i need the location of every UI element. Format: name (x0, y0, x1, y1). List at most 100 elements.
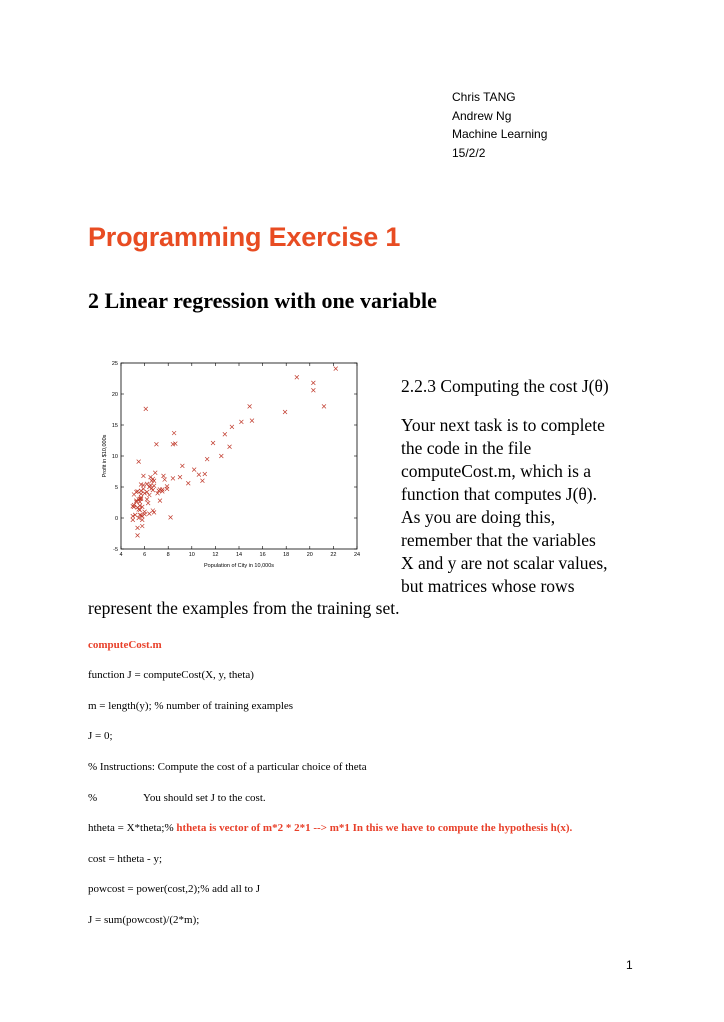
code-line: You should set J to the cost. (143, 792, 266, 804)
data-point (222, 432, 228, 437)
course-name: Machine Learning (452, 127, 548, 141)
y-axis-ticks: -5 0 5 10 15 20 25 (112, 361, 357, 553)
data-point (130, 503, 136, 509)
data-point (155, 490, 160, 496)
data-point (196, 472, 202, 477)
x-axis-ticks: 4 6 8 10 12 14 16 18 20 22 24 (119, 363, 360, 558)
code-line: function J = computeCost(X, y, theta) (88, 669, 254, 681)
plot-area (120, 362, 358, 550)
code-comment-marker: % (88, 792, 98, 804)
paragraph-line: computeCost.m, which is a (401, 461, 592, 481)
data-point (333, 366, 339, 371)
data-point (321, 404, 327, 409)
y-tick-label: 10 (112, 454, 118, 460)
data-point (249, 418, 255, 423)
code-line: J = sum(powcost)/(2*m); (88, 914, 200, 926)
paragraph-line: but matrices whose rows (401, 576, 575, 596)
document-date: 15/2/2 (452, 145, 486, 160)
data-point (202, 471, 208, 477)
y-tick-label: -5 (113, 547, 118, 553)
paragraph-line: X and y are not scalar values, (401, 553, 608, 573)
data-point (141, 486, 146, 492)
data-point (171, 430, 177, 436)
data-point (210, 440, 216, 446)
x-axis-label: Population of City in 10,000s (204, 563, 274, 569)
code-line: powcost = power(cost,2);% add all to J (88, 883, 261, 895)
data-point (311, 388, 316, 393)
data-point (139, 513, 145, 519)
data-point (200, 478, 205, 484)
data-point (152, 470, 158, 475)
data-point (151, 478, 157, 484)
data-point (229, 424, 235, 430)
x-tick-label: 24 (354, 552, 360, 558)
x-tick-label: 12 (212, 552, 218, 558)
data-point (150, 508, 156, 513)
code-annotation: htheta is vector of m*2 * 2*1 --> m*1 In… (176, 822, 573, 834)
data-point (136, 459, 141, 464)
data-point (134, 498, 139, 503)
code-text: htheta = X*theta;% (88, 822, 177, 834)
data-point (135, 505, 140, 510)
data-point (135, 489, 140, 494)
paragraph-continuation: represent the examples from the training… (88, 598, 400, 618)
data-point (282, 409, 288, 415)
data-point (139, 523, 145, 529)
data-point (164, 484, 170, 489)
data-point (145, 500, 151, 506)
subsection-heading: 2.2.3 Computing the cost J(θ) (401, 376, 609, 396)
data-point (147, 492, 152, 498)
scatter-plot-figure: -5 0 5 10 15 20 25 4 6 8 10 12 14 16 18 20 22 24 Populat… (96, 356, 366, 574)
data-point (130, 517, 136, 523)
data-point (134, 499, 139, 505)
data-point (168, 515, 173, 520)
data-point (161, 473, 166, 479)
y-tick-label: 20 (112, 392, 118, 398)
x-tick-label: 20 (307, 552, 313, 558)
paragraph-line: the code in the file (401, 438, 532, 458)
paragraph-line: function that computes J(θ). (401, 484, 597, 504)
data-point (294, 375, 300, 380)
x-tick-label: 4 (119, 552, 122, 558)
scatter-plot: -5 0 5 10 15 20 25 4 6 8 10 12 14 16 18 20 22 24 Populat… (102, 361, 360, 569)
code-line: m = length(y); % number of training exam… (88, 700, 294, 712)
data-point (186, 481, 191, 486)
code-line: % Instructions: Compute the cost of a pa… (88, 761, 367, 773)
data-point (139, 517, 145, 523)
data-point (204, 456, 210, 462)
data-point (138, 482, 144, 487)
data-point (142, 490, 147, 496)
y-tick-label: 0 (115, 516, 118, 522)
instructor-name: Andrew Ng (452, 108, 512, 123)
data-point (148, 474, 153, 480)
data-point (173, 441, 178, 446)
data-point (156, 488, 162, 493)
data-point (239, 419, 244, 425)
code-line: J = 0; (88, 730, 113, 742)
section-heading: 2 Linear regression with one variable (88, 288, 437, 313)
data-point (137, 503, 143, 508)
document-header: Chris TANG Andrew Ng Machine Learning 15… (452, 88, 547, 162)
data-point (135, 525, 140, 531)
y-tick-label: 25 (112, 361, 118, 367)
y-tick-label: 5 (115, 485, 118, 491)
x-tick-label: 10 (189, 552, 195, 558)
data-point (177, 474, 183, 480)
document-title: Programming Exercise 1 (88, 222, 401, 252)
data-point (144, 497, 150, 502)
data-point (143, 406, 149, 412)
y-axis-label: Profit in $10,000s (102, 434, 108, 477)
y-tick-label: 15 (112, 423, 118, 429)
data-point (134, 489, 139, 495)
data-point (311, 380, 316, 386)
data-point (157, 498, 163, 503)
code-line: cost = htheta - y; (88, 853, 163, 865)
instruction-paragraph: Your next task is to complete the code i… (401, 414, 641, 598)
data-point (180, 463, 185, 469)
data-point (144, 481, 150, 487)
code-line-hypothesis: htheta = X*theta;% htheta is vector of m… (88, 822, 572, 834)
page-number: 1 (626, 958, 633, 972)
x-tick-label: 16 (260, 552, 266, 558)
data-point (130, 513, 136, 519)
data-point (137, 512, 143, 518)
